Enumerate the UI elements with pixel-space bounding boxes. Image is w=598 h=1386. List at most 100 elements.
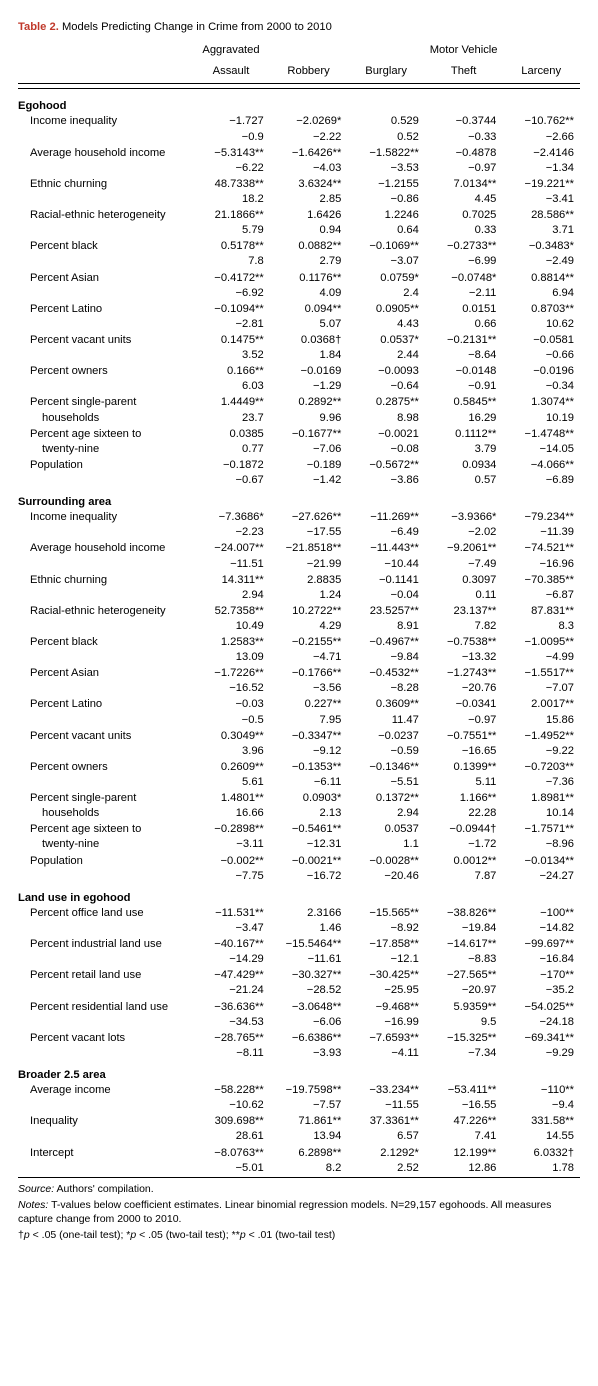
coef-cell: −0.0944†	[425, 822, 503, 837]
tval-cell: −6.89	[502, 473, 580, 489]
table-notes: Source: Authors' compilation. Notes: T-v…	[18, 1182, 580, 1243]
tval-cell: 7.41	[425, 1129, 503, 1145]
coef-cell: −0.2733**	[425, 239, 503, 254]
tval-cell: 0.66	[425, 317, 503, 333]
coef-cell: −0.3347**	[270, 729, 348, 744]
tval-cell: −16.72	[270, 869, 348, 885]
table-row: Percent vacant units0.1475**0.0368†0.053…	[18, 333, 580, 348]
coef-cell: 28.586**	[502, 208, 580, 223]
coef-cell: 0.0903*	[270, 791, 348, 806]
coef-cell: 0.2875**	[347, 395, 425, 410]
tval-cell: −2.11	[425, 286, 503, 302]
tval-cell: −0.04	[347, 588, 425, 604]
tval-cell: −7.34	[425, 1046, 503, 1062]
tval-cell: −6.99	[425, 254, 503, 270]
coef-cell: −0.7551**	[425, 729, 503, 744]
coef-cell: 0.8703**	[502, 302, 580, 317]
tval-cell: 10.19	[502, 411, 580, 427]
tval-cell: −0.9	[192, 130, 270, 146]
coef-cell: 0.3049**	[192, 729, 270, 744]
tval-cell: 11.47	[347, 713, 425, 729]
table-row: 6.03−1.29−0.64−0.91−0.34	[18, 379, 580, 395]
coef-cell: 331.58**	[502, 1114, 580, 1129]
tval-cell: −14.82	[502, 921, 580, 937]
coef-cell: −0.0169	[270, 364, 348, 379]
tval-cell: −8.11	[192, 1046, 270, 1062]
coef-cell: −0.0093	[347, 364, 425, 379]
tval-cell: 0.52	[347, 130, 425, 146]
coef-cell: −0.3744	[425, 114, 503, 129]
tval-cell: 0.77	[192, 442, 270, 458]
coef-cell: 12.199**	[425, 1146, 503, 1161]
coef-cell: −0.2155**	[270, 635, 348, 650]
tval-cell: 3.79	[425, 442, 503, 458]
tval-cell: −10.44	[347, 557, 425, 573]
coef-cell: −7.6593**	[347, 1031, 425, 1046]
tval-cell: −0.08	[347, 442, 425, 458]
coef-cell: −0.1094**	[192, 302, 270, 317]
tval-cell: 23.7	[192, 411, 270, 427]
tval-cell: −5.51	[347, 775, 425, 791]
coef-cell: −0.1872	[192, 458, 270, 473]
table-row: Average income−58.228**−19.7598**−33.234…	[18, 1083, 580, 1098]
coef-cell: −110**	[502, 1083, 580, 1098]
table-row: −6.924.092.4−2.116.94	[18, 286, 580, 302]
tval-cell: −8.28	[347, 681, 425, 697]
coef-cell: −15.325**	[425, 1031, 503, 1046]
tval-cell: 0.64	[347, 223, 425, 239]
tval-cell: −7.57	[270, 1098, 348, 1114]
table-row: Intercept−8.0763**6.2898**2.1292*12.199*…	[18, 1146, 580, 1161]
table-row: 18.22.85−0.864.45−3.41	[18, 192, 580, 208]
tval-cell: 7.87	[425, 869, 503, 885]
coef-cell: −17.858**	[347, 937, 425, 952]
coef-cell: −0.0748*	[425, 271, 503, 286]
coef-cell: 0.1176**	[270, 271, 348, 286]
tval-cell: 5.61	[192, 775, 270, 791]
tval-cell: −0.34	[502, 379, 580, 395]
coef-cell: −0.4172**	[192, 271, 270, 286]
coef-cell: 1.4449**	[192, 395, 270, 410]
coef-cell: 1.166**	[425, 791, 503, 806]
tval-cell: −11.39	[502, 525, 580, 541]
coef-cell: −0.7203**	[502, 760, 580, 775]
coef-cell: 14.311**	[192, 573, 270, 588]
tval-cell: −11.55	[347, 1098, 425, 1114]
coef-cell: −19.221**	[502, 177, 580, 192]
tval-cell: 8.2	[270, 1161, 348, 1178]
coef-cell: 0.166**	[192, 364, 270, 379]
tval-cell: −12.31	[270, 837, 348, 853]
tval-cell: −7.36	[502, 775, 580, 791]
coef-cell: −47.429**	[192, 968, 270, 983]
coef-cell: −38.826**	[425, 906, 503, 921]
table-row: 5.790.940.640.333.71	[18, 223, 580, 239]
coef-cell: −19.7598**	[270, 1083, 348, 1098]
table-row: Percent Latino−0.030.227**0.3609**−0.034…	[18, 697, 580, 712]
tval-cell: −0.91	[425, 379, 503, 395]
coef-cell: −0.2898**	[192, 822, 270, 837]
tval-cell: 1.78	[502, 1161, 580, 1178]
tval-cell: −16.65	[425, 744, 503, 760]
tval-cell: 3.96	[192, 744, 270, 760]
col-header: Burglary	[347, 62, 425, 84]
tval-cell: −6.49	[347, 525, 425, 541]
tval-cell: 1.24	[270, 588, 348, 604]
table-row: Percent black1.2583**−0.2155**−0.4967**−…	[18, 635, 580, 650]
coef-cell: −24.007**	[192, 541, 270, 556]
tval-cell: 5.79	[192, 223, 270, 239]
coef-cell: 10.2722**	[270, 604, 348, 619]
tval-cell: 16.29	[425, 411, 503, 427]
coef-cell: −28.765**	[192, 1031, 270, 1046]
tval-cell: −6.11	[270, 775, 348, 791]
tval-cell: −2.66	[502, 130, 580, 146]
coef-cell: −6.6386**	[270, 1031, 348, 1046]
table-row: Inequality309.698**71.861**37.3361**47.2…	[18, 1114, 580, 1129]
table-row: Percent Asian−1.7226**−0.1766**−0.4532**…	[18, 666, 580, 681]
coef-cell: −9.2061**	[425, 541, 503, 556]
regression-table: Aggravated Motor Vehicle Assault Robbery…	[18, 41, 580, 1178]
coef-cell: −1.4748**	[502, 427, 580, 442]
tval-cell: −16.84	[502, 952, 580, 968]
coef-cell: −27.626**	[270, 510, 348, 525]
coef-cell: 1.6426	[270, 208, 348, 223]
tval-cell: −3.41	[502, 192, 580, 208]
tval-cell: −7.06	[270, 442, 348, 458]
